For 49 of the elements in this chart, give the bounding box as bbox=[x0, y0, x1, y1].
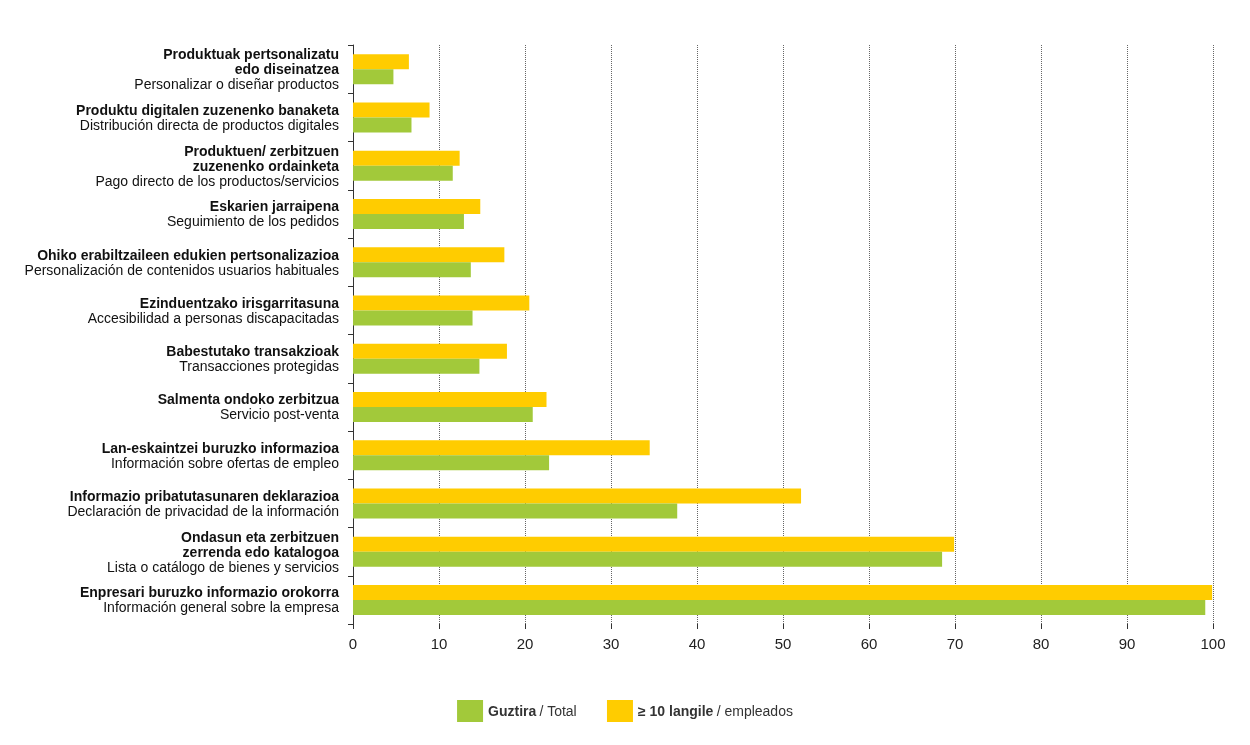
bar bbox=[353, 551, 943, 567]
x-tick-label: 10 bbox=[430, 635, 448, 652]
bar bbox=[353, 584, 1213, 600]
bar bbox=[353, 150, 460, 166]
bar bbox=[353, 54, 409, 70]
bar bbox=[353, 295, 530, 311]
bar bbox=[353, 536, 955, 552]
y-tick-label: Lan-eskaintzei buruzko informazioa Información sobre ofertas de empleo bbox=[101, 439, 340, 471]
bar bbox=[353, 455, 550, 471]
y-tick-label: Enpresari buruzko informazio orokorra Información general sobre la empresa bbox=[79, 584, 340, 616]
y-tick-label: Produktuak pertsonalizatu edo diseinatzea Personalizar o diseñar productos bbox=[134, 46, 340, 93]
x-tick-label: 60 bbox=[860, 635, 878, 652]
y-tick-label: Produktuen/ zerbitzuen zuzenenko ordainketa Pago directo de los productos/servicios bbox=[95, 142, 340, 189]
bar bbox=[353, 165, 453, 181]
bar bbox=[353, 503, 678, 519]
bar bbox=[353, 247, 505, 263]
bar bbox=[353, 213, 464, 229]
x-tick-label: 80 bbox=[1032, 635, 1050, 652]
bar bbox=[353, 358, 480, 374]
x-tick-label: 20 bbox=[516, 635, 534, 652]
legend-label: ≥ 10 langile / empleados bbox=[637, 703, 793, 719]
y-tick-label: Produktu digitalen zuzenenko banaketa Distribución directa de productos digitales bbox=[76, 101, 340, 133]
bar bbox=[353, 406, 533, 422]
legend-label: Guztira / Total bbox=[488, 703, 577, 719]
y-tick-label: Eskarien jarraipena Seguimiento de los pedidos bbox=[166, 198, 340, 230]
y-tick-label: Babestutako transakzioak Transacciones protegidas bbox=[166, 343, 340, 375]
bar bbox=[353, 599, 1206, 615]
x-tick-label: 90 bbox=[1118, 635, 1136, 652]
x-tick-label: 70 bbox=[946, 635, 964, 652]
bar bbox=[353, 440, 650, 456]
x-tick-label: 100 bbox=[1200, 635, 1226, 652]
x-tick-label: 40 bbox=[688, 635, 706, 652]
x-tick-label: 0 bbox=[348, 635, 358, 652]
x-tick-label: 50 bbox=[774, 635, 792, 652]
bar bbox=[353, 262, 471, 278]
y-tick-label: Ondasun eta zerbitzuen zerrenda edo katalogoa Lista o catálogo de bienes y servicios bbox=[107, 528, 340, 575]
bar bbox=[353, 198, 481, 214]
x-tick-label: 30 bbox=[602, 635, 620, 652]
bar bbox=[353, 343, 507, 359]
bar bbox=[353, 69, 394, 85]
y-tick-label: Informazio pribatutasunaren deklarazioa Declaración de privacidad de la información bbox=[67, 487, 340, 519]
bar bbox=[353, 488, 802, 504]
y-tick-label: Ezinduentzako irisgarritasuna Accesibilidad a personas discapacitadas bbox=[87, 294, 340, 326]
bar bbox=[353, 391, 547, 407]
bar bbox=[353, 310, 473, 326]
y-tick-label: Salmenta ondoko zerbitzua Servicio post-venta bbox=[157, 391, 340, 423]
bar bbox=[353, 102, 430, 118]
y-tick-label: Ohiko erabiltzaileen edukien pertsonalizazioa Personalización de contenidos usuarios habituales bbox=[24, 246, 340, 278]
bar bbox=[353, 117, 412, 133]
